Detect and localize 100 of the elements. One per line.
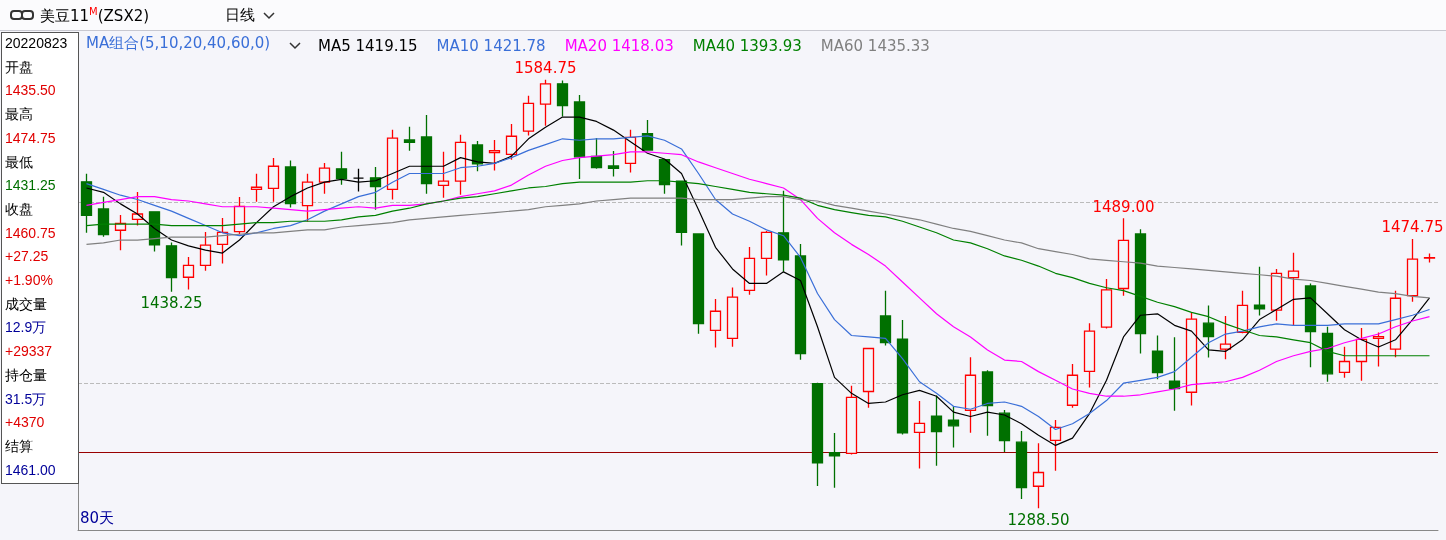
candlestick xyxy=(522,95,535,137)
annotation: 1474.75 xyxy=(1381,218,1444,237)
candlestick xyxy=(1083,322,1096,389)
text: +29337 xyxy=(5,343,53,360)
candlestick xyxy=(182,256,195,291)
candlestick xyxy=(352,168,365,193)
candlestick xyxy=(335,151,348,186)
candlestick xyxy=(879,290,892,347)
candlestick xyxy=(556,79,569,118)
text: MA5 1419.15 xyxy=(318,36,418,55)
candlestick xyxy=(896,319,909,436)
candlestick xyxy=(301,173,314,223)
candlestick xyxy=(1117,217,1130,297)
candlestick xyxy=(590,137,603,170)
candlestick xyxy=(199,231,212,272)
chart-title: 美豆11$^{M}$(ZSX2) xyxy=(40,6,150,26)
candlestick xyxy=(454,134,467,196)
candlestick xyxy=(318,162,331,195)
candlestick xyxy=(1236,290,1249,334)
text: 1461.00 xyxy=(5,461,56,478)
candlestick xyxy=(760,230,773,277)
candlestick xyxy=(284,159,297,209)
annotation: 1288.50 xyxy=(1007,510,1070,529)
candlestick xyxy=(1338,346,1351,379)
candlestick xyxy=(165,241,178,293)
candlestick xyxy=(403,126,416,152)
annotation: 1584.75 xyxy=(514,59,577,78)
annotation: 1489.00 xyxy=(1092,197,1155,216)
candlestick xyxy=(1032,442,1045,509)
text: 结算 xyxy=(5,437,33,456)
candlestick xyxy=(828,432,841,489)
candlestick xyxy=(437,151,450,199)
text: 成交量 xyxy=(5,295,47,314)
candlestick xyxy=(641,119,654,151)
candlestick xyxy=(675,180,688,247)
candlestick xyxy=(777,190,790,273)
candlestick xyxy=(1185,312,1198,407)
candlestick xyxy=(420,114,433,195)
text: 收盘 xyxy=(5,200,33,219)
candlestick xyxy=(947,405,960,449)
text: 开盘 xyxy=(5,58,33,77)
candlestick xyxy=(964,356,977,434)
candlestick xyxy=(1015,430,1028,500)
candlestick xyxy=(845,385,858,456)
text: 1431.25 xyxy=(5,177,56,194)
candlestick xyxy=(794,243,807,361)
candlestick xyxy=(1270,268,1283,322)
candlestick xyxy=(1168,336,1181,412)
candlestick xyxy=(1321,326,1334,383)
candlestick xyxy=(811,382,824,487)
candlestick xyxy=(386,129,399,201)
candlestick xyxy=(1304,282,1317,368)
candlestick xyxy=(539,79,552,127)
candlestick xyxy=(692,232,705,335)
candlestick xyxy=(930,394,943,467)
candlestick xyxy=(1151,334,1164,380)
annotation: 1438.25 xyxy=(140,294,203,313)
text: MA60 1435.33 xyxy=(820,36,930,55)
candlestick xyxy=(1202,304,1215,359)
candlestick xyxy=(1355,327,1368,382)
candlestick xyxy=(97,196,110,238)
candlestick xyxy=(726,286,739,348)
candlestick xyxy=(607,150,620,178)
text: +1.90% xyxy=(5,272,53,288)
candlestick xyxy=(250,173,263,203)
candlestick xyxy=(1253,266,1266,317)
candlestick xyxy=(913,400,926,470)
candlestick xyxy=(488,139,501,172)
candlestick xyxy=(1219,315,1232,360)
candlestick xyxy=(1406,238,1419,303)
candlestick xyxy=(743,246,756,296)
text: 最高 xyxy=(5,106,33,125)
candlestick xyxy=(573,94,586,180)
candlestick xyxy=(1100,278,1113,330)
candlestick xyxy=(471,140,484,172)
text: 持仓量 xyxy=(5,366,47,385)
candlestick xyxy=(267,157,280,203)
candlestick xyxy=(1049,419,1062,472)
candlestick xyxy=(505,123,518,161)
candlestick xyxy=(658,159,671,195)
candlestick xyxy=(1066,363,1079,409)
text: MA40 1393.93 xyxy=(692,36,802,55)
text: 最低 xyxy=(5,153,33,172)
candlestick xyxy=(998,409,1011,453)
text: 12.9万 xyxy=(5,319,47,338)
candlestick xyxy=(1287,252,1300,327)
candlestick xyxy=(709,298,722,349)
candlestick xyxy=(131,191,144,227)
candlestick xyxy=(1134,228,1147,355)
annotation: 80天 xyxy=(80,509,115,528)
text: 1460.75 xyxy=(5,224,56,241)
text: +27.25 xyxy=(5,248,49,265)
legend-title: MA组合(5,10,20,40,60,0) xyxy=(86,34,271,53)
text: 31.5万 xyxy=(5,390,47,409)
text: 20220823 xyxy=(5,35,68,51)
text: MA10 1421.78 xyxy=(436,36,546,55)
text: 1474.75 xyxy=(5,129,56,146)
candlestick xyxy=(1423,252,1436,264)
text: +4370 xyxy=(5,414,45,431)
chart-subtitle: 日线 xyxy=(225,6,255,25)
